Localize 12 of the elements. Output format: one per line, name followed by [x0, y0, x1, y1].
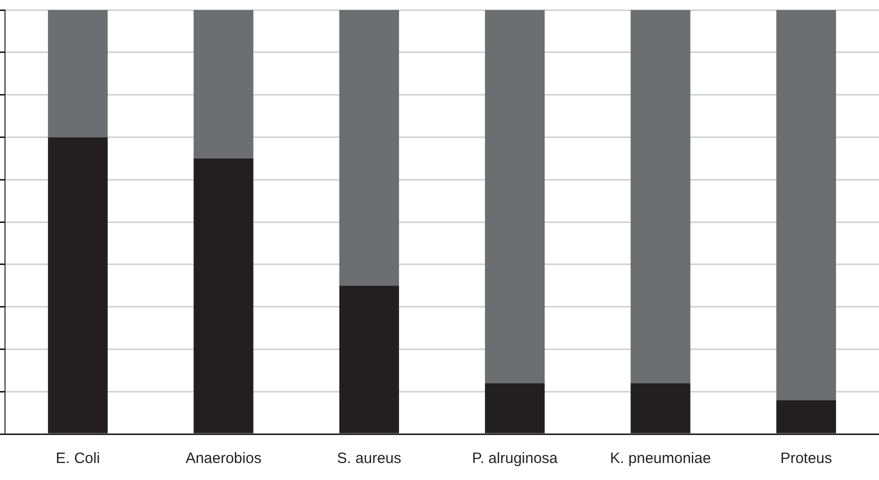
x-tick-label: K. pneumoniae — [610, 450, 711, 468]
bar — [630, 10, 690, 384]
bar — [339, 10, 400, 286]
x-tick-label: P. alruginosa — [472, 450, 558, 468]
x-tick-label: S. aureus — [337, 450, 402, 468]
bar — [48, 10, 108, 138]
bar — [194, 10, 254, 158]
x-tick-label: Anaerobios — [186, 450, 262, 468]
x-tick-label: Proteus — [780, 450, 832, 468]
bar — [776, 10, 836, 400]
bar — [484, 10, 545, 384]
x-tick-label: E. Coli — [56, 450, 100, 468]
